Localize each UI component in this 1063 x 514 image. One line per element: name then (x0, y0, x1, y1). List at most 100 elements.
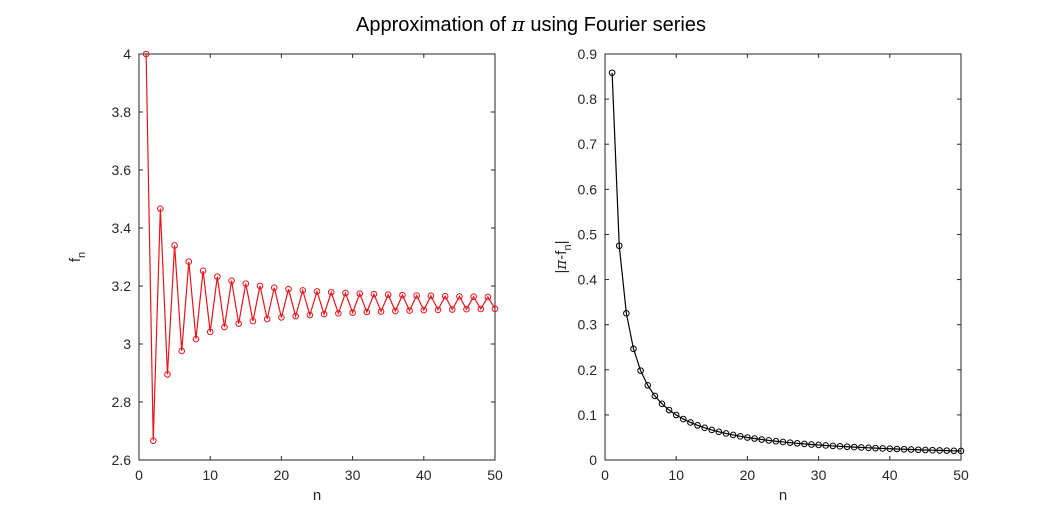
right-data-point (957, 447, 965, 455)
left-data-point (270, 284, 278, 292)
right-plot: 0 10 20 30 40 5000.10.20.30.40.50.60.70.80.9 … (552, 46, 969, 504)
right-y-tick-label: 0.9 (578, 46, 598, 62)
right-series-line (611, 72, 962, 452)
right-data-point (630, 345, 637, 353)
right-data-point (850, 443, 858, 451)
left-series (142, 50, 499, 444)
left-y-tick-label: 2.6 (112, 452, 132, 468)
right-y-axis-label: |π-fn| (552, 241, 574, 274)
right-data-point (637, 367, 644, 374)
left-data-point (477, 305, 485, 313)
left-data-point (327, 288, 335, 296)
right-data-point (729, 431, 737, 439)
left-data-point (221, 323, 228, 331)
left-data-point (242, 280, 250, 287)
left-data-point (199, 267, 207, 275)
right-data-point (779, 438, 787, 446)
right-data-point (658, 400, 666, 408)
right-data-point (793, 440, 801, 447)
right-data-point (822, 442, 830, 449)
right-data-point (843, 443, 851, 451)
left-data-point (434, 306, 442, 314)
left-data-point (313, 288, 321, 295)
left-data-point (399, 291, 406, 299)
left-plot: 0 10 20 30 40 50 2.6 2.8 3 3.2 3.4 3.6 3.8 4 n fn (67, 46, 503, 504)
right-data-point (772, 437, 780, 445)
left-data-point (441, 292, 449, 300)
right-data-point (914, 446, 922, 454)
right-x-tick-label: 10 (668, 467, 684, 483)
right-data-point (665, 406, 673, 414)
right-y-tick-label: 0.8 (578, 91, 598, 107)
left-data-point (342, 289, 349, 297)
left-data-point (292, 312, 299, 320)
left-tick-labels: 0 10 20 30 40 50 2.6 2.8 3 3.2 3.4 3.6 3.8 4 (112, 46, 503, 483)
right-data-point (694, 422, 701, 429)
right-data-point (886, 445, 894, 453)
right-y-tick-label: 0.3 (578, 317, 598, 333)
left-y-tick-label: 2.8 (112, 394, 132, 410)
right-data-point (758, 436, 765, 443)
left-data-point (299, 287, 307, 294)
left-data-point (256, 282, 264, 290)
left-data-point (370, 290, 378, 298)
left-data-point (384, 291, 392, 298)
left-data-point (192, 335, 200, 343)
left-tick-marks (138, 53, 496, 461)
left-x-tick-label: 40 (416, 467, 432, 483)
left-data-point (214, 273, 221, 280)
right-y-tick-label: 0.6 (578, 181, 598, 197)
right-data-point (872, 444, 879, 452)
right-data-point (900, 445, 908, 453)
right-data-point (786, 439, 794, 446)
left-data-point (178, 347, 186, 355)
left-data-point (377, 308, 385, 315)
right-plot-area (604, 53, 962, 461)
left-x-tick-label: 20 (274, 467, 290, 483)
left-x-tick-label: 0 (135, 467, 143, 483)
left-data-point (320, 310, 328, 318)
right-data-point (744, 434, 751, 441)
right-x-tick-label: 40 (882, 467, 898, 483)
right-data-point (715, 428, 723, 436)
right-data-point (651, 392, 659, 400)
right-data-point (922, 446, 929, 454)
right-data-point (722, 430, 730, 437)
right-data-point (615, 242, 623, 250)
right-data-point (936, 447, 943, 454)
right-data-point (708, 426, 716, 434)
left-data-point (306, 311, 314, 319)
right-x-axis-label: n (779, 487, 787, 504)
right-data-point (893, 445, 901, 453)
right-tick-marks (604, 53, 962, 461)
right-data-point (687, 419, 694, 426)
right-data-point (929, 446, 936, 454)
right-x-tick-label: 50 (953, 467, 969, 483)
right-data-point (680, 415, 687, 423)
left-y-tick-label: 3.2 (112, 278, 132, 294)
left-data-point (470, 293, 477, 301)
right-data-point (836, 443, 844, 450)
left-data-point (235, 320, 242, 327)
right-data-point (801, 440, 808, 448)
left-data-point (427, 292, 435, 300)
left-data-point (413, 292, 420, 299)
right-x-tick-label: 30 (811, 467, 827, 483)
right-data-point (829, 442, 837, 450)
figure-title: Approximation of π using Fourier series (356, 12, 706, 36)
title-pi-symbol: π (511, 12, 526, 36)
right-x-tick-label: 20 (740, 467, 756, 483)
left-data-point (157, 205, 164, 212)
left-data-point (263, 315, 271, 323)
right-data-point (672, 411, 680, 419)
left-y-tick-label: 3 (123, 336, 131, 352)
right-data-point (608, 69, 616, 77)
right-data-point (765, 437, 773, 444)
left-data-point (456, 293, 463, 300)
left-x-tick-label: 30 (345, 467, 361, 483)
left-y-tick-label: 4 (123, 46, 131, 62)
right-data-point (815, 441, 822, 449)
left-y-tick-label: 3.4 (112, 220, 132, 236)
left-x-tick-label: 50 (487, 467, 503, 483)
